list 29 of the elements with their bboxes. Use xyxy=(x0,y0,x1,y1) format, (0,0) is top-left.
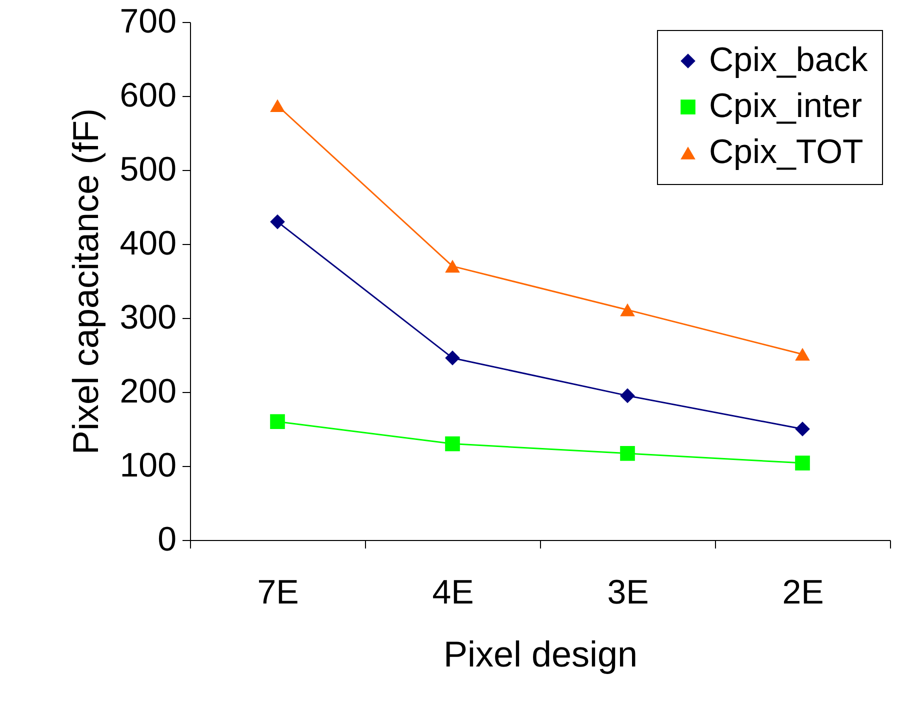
y-axis-title: Pixel capacitance (fF) xyxy=(64,108,106,455)
point xyxy=(620,303,635,316)
x-tick-label: 7E xyxy=(257,574,299,612)
point xyxy=(795,456,810,470)
y-tick-label: 200 xyxy=(120,372,176,410)
point xyxy=(445,350,460,366)
y-tick-label: 300 xyxy=(120,298,176,336)
y-tick-label: 700 xyxy=(120,2,176,40)
legend-label: Cpix_TOT xyxy=(709,133,864,171)
x-axis-title: Pixel design xyxy=(443,634,638,674)
point xyxy=(445,260,460,273)
point xyxy=(445,436,460,452)
y-tick-label: 500 xyxy=(120,150,176,188)
point xyxy=(620,388,635,404)
y-tick-label: 400 xyxy=(120,224,176,262)
y-tick-label: 0 xyxy=(158,520,176,558)
x-tick-label: 3E xyxy=(607,574,649,612)
x-tick-label: 4E xyxy=(432,574,474,612)
point xyxy=(795,422,810,436)
point xyxy=(795,348,810,361)
point xyxy=(270,214,285,230)
y-tick-label: 600 xyxy=(120,76,176,114)
y-tick-label: 100 xyxy=(120,446,176,484)
point xyxy=(270,99,285,112)
point xyxy=(270,414,285,430)
legend-label: Cpix_back xyxy=(709,41,869,79)
legend-label: Cpix_inter xyxy=(709,87,862,125)
point xyxy=(620,446,635,461)
x-tick-label: 2E xyxy=(782,574,824,612)
